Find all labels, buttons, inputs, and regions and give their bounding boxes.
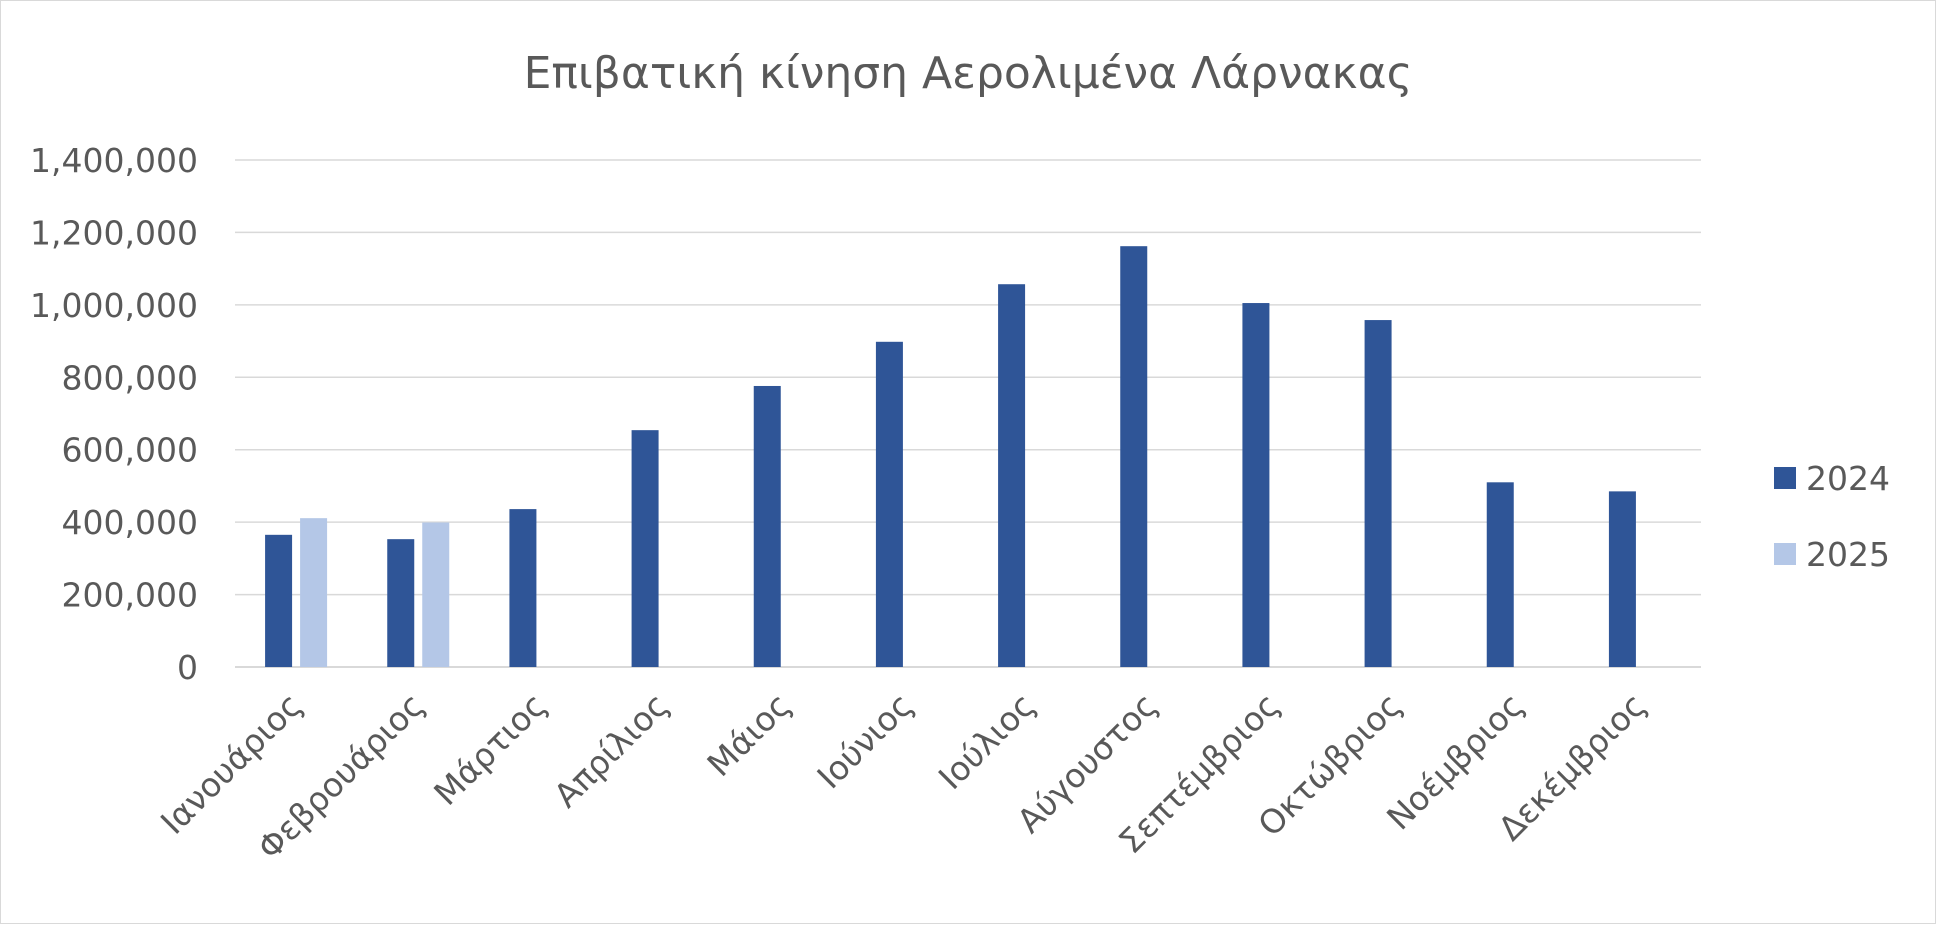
bar-2025-1 [300, 518, 328, 667]
bars [265, 246, 1636, 667]
bar-2024-3 [509, 509, 537, 667]
legend-label: 2024 [1806, 459, 1890, 498]
bar-2024-12 [1608, 491, 1636, 667]
y-tick-label: 1,000,000 [30, 286, 198, 325]
x-tick-label: Ιούλιος [931, 685, 1043, 797]
legend: 2024 2025 [1774, 459, 1890, 574]
x-tick-label: Μάρτιος [426, 685, 554, 813]
y-tick-label: 200,000 [62, 576, 198, 615]
bar-2024-2 [387, 539, 415, 667]
y-tick-label: 800,000 [62, 358, 198, 397]
bar-2024-11 [1486, 482, 1514, 667]
x-tick-label: Ιούνιος [809, 685, 920, 796]
x-tick-label: Απρίλιος [546, 685, 676, 815]
bar-2024-4 [631, 430, 659, 667]
y-tick-label: 400,000 [62, 503, 198, 542]
bar-2025-2 [422, 522, 450, 667]
bar-2024-8 [1120, 246, 1148, 667]
y-tick-label: 1,400,000 [30, 141, 198, 180]
y-tick-label: 600,000 [62, 431, 198, 470]
y-axis: 0 200,000 400,000 600,000 800,000 1,000,000 1,… [30, 141, 198, 687]
bar-2024-10 [1364, 320, 1392, 667]
y-tick-label: 0 [177, 648, 198, 687]
bar-2024-6 [875, 341, 903, 667]
bar-2024-9 [1242, 303, 1270, 667]
bar-2024-5 [753, 385, 781, 667]
y-tick-label: 1,200,000 [30, 213, 198, 252]
bar-2024-1 [265, 534, 293, 667]
bar-2024-7 [998, 284, 1026, 667]
legend-swatch-2024 [1774, 467, 1796, 489]
x-tick-label: Μάιος [699, 685, 798, 784]
chart-title: Επιβατική κίνηση Αερολιμένα Λάρνακας [524, 48, 1413, 99]
legend-swatch-2025 [1774, 543, 1796, 565]
legend-label: 2025 [1806, 535, 1890, 574]
gridlines [235, 159, 1701, 668]
